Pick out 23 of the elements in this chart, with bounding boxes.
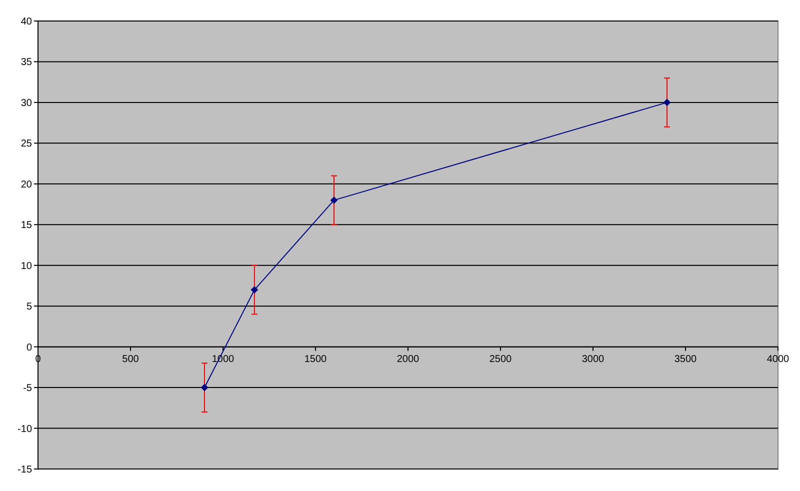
y-tick-label: 20 [20, 179, 32, 190]
x-tick-label: 2000 [396, 354, 420, 365]
x-tick-label: 2500 [489, 354, 512, 365]
y-tick-label: 30 [20, 98, 32, 109]
y-tick-label: 40 [20, 16, 32, 28]
x-tick-label: 500 [122, 354, 140, 365]
x-tick-label: 3000 [582, 354, 605, 365]
x-tick-label: 1500 [304, 354, 328, 365]
y-tick-label: 25 [20, 138, 32, 150]
point [250, 286, 258, 294]
y-tick-label: 10 [20, 260, 32, 272]
y-tick-label: -10 [18, 424, 32, 435]
x-tick-label: 3500 [674, 354, 698, 365]
y-tick-label: -5 [23, 383, 32, 394]
y-tick-label: 5 [26, 302, 32, 313]
point [201, 384, 208, 392]
x-tick-label: 4000 [766, 354, 790, 365]
point [330, 196, 338, 204]
point [664, 98, 670, 106]
y-tick-label: 35 [20, 57, 32, 68]
y-tick-label: 15 [20, 220, 32, 232]
y-tick-label: 0 [26, 342, 32, 354]
y-tick-label: -15 [18, 464, 32, 476]
